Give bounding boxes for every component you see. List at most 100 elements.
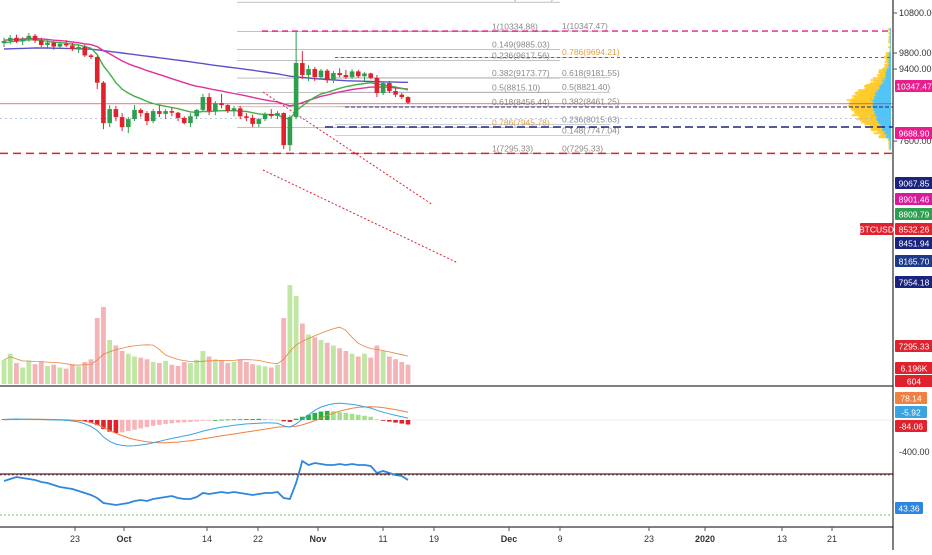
ema-slow-line: [4, 48, 408, 82]
volume-bar: [343, 351, 348, 384]
volume-profile-bar-sell: [888, 28, 889, 30]
time-axis-label: 13: [777, 534, 787, 544]
volume-bar: [120, 351, 125, 384]
candle-body: [368, 73, 373, 77]
candle-body: [269, 114, 274, 116]
candle-body: [294, 63, 299, 117]
macd-histogram-bar: [132, 420, 137, 430]
volume-profile-bar-buy: [890, 28, 891, 30]
candle-body: [356, 71, 361, 76]
volume-bar: [82, 362, 87, 384]
volume-profile-bar-sell: [888, 147, 889, 149]
price-badge-label: 8532.26: [899, 225, 930, 235]
time-axis-label: 2020: [695, 534, 715, 544]
price-axis-label: 9400.00: [899, 64, 932, 74]
volume-bar: [288, 285, 293, 384]
candle-body: [306, 69, 311, 75]
volume-bar: [188, 363, 193, 384]
wedge-upper-line: [263, 92, 433, 205]
price-badge-label: 7295.33: [899, 342, 930, 352]
candle-body: [406, 97, 411, 103]
price-badge-label: 8451.94: [899, 239, 930, 249]
candle-body: [176, 113, 181, 118]
macd-histogram-bar: [120, 420, 125, 432]
volume-bar: [145, 359, 150, 384]
candle-body: [263, 114, 268, 119]
fib-label-left: 1(7295.33): [492, 143, 533, 153]
price-badge-label: BTCUSD: [859, 225, 894, 235]
candle-body: [325, 71, 330, 81]
time-axis-label: 23: [70, 534, 80, 544]
candle-body: [120, 117, 125, 127]
macd-histogram-bar: [375, 419, 380, 420]
volume-profile-bar-sell: [890, 43, 891, 45]
candle-body: [188, 116, 193, 123]
fib-label-right: 1(10347.47): [562, 21, 608, 31]
candle-body: [45, 43, 50, 45]
time-axis-label: 21: [827, 534, 837, 544]
price-badge-label: 9067.85: [899, 179, 930, 189]
volume-profile-bar-sell: [886, 52, 889, 54]
volume-bar: [95, 318, 100, 384]
candle-body: [225, 105, 230, 111]
volume-bar: [194, 360, 199, 384]
price-badge-label: 7954.18: [899, 278, 930, 288]
candle-body: [381, 83, 386, 93]
macd-histogram-bar: [238, 419, 243, 420]
volume-bar: [281, 318, 286, 384]
candle-body: [194, 110, 199, 116]
volume-bar: [399, 362, 404, 384]
candle-body: [312, 69, 317, 77]
fib-label-right: 0.5(8821.40): [562, 82, 610, 92]
macd-histogram-bar: [126, 420, 131, 431]
fib-label-left: 0.149(9885.03): [492, 40, 550, 50]
time-axis-label: Dec: [501, 534, 518, 544]
macd-histogram-bar: [381, 420, 386, 421]
candle-body: [375, 78, 380, 93]
macd-histogram-bar: [138, 420, 143, 428]
candle-body: [145, 113, 150, 121]
time-axis-label: Nov: [309, 534, 326, 544]
macd-histogram-bar: [288, 420, 293, 422]
volume-profile-bar-sell: [889, 38, 890, 40]
candle-body: [107, 109, 112, 123]
fib-label-left: 0.5(8815.10): [492, 82, 540, 92]
volume-bar: [275, 365, 280, 384]
candle-body: [27, 36, 32, 39]
volume-bar: [14, 363, 19, 384]
candle-body: [64, 44, 69, 46]
price-axis-label: 11200.00: [899, 0, 932, 2]
candle-body: [344, 75, 349, 77]
volume-bar: [375, 346, 380, 385]
macd-histogram-bar: [250, 419, 255, 420]
price-axis-label: 9800.00: [899, 48, 932, 58]
time-axis-label: 22: [253, 534, 263, 544]
candle-body: [399, 95, 404, 97]
volume-bar: [26, 361, 31, 384]
volume-bar: [33, 364, 38, 384]
volume-bar: [107, 340, 112, 384]
macd-signal-line: [4, 407, 408, 443]
volume-bar: [381, 351, 386, 384]
price-badge-label: 9688.90: [899, 129, 930, 139]
candle-body: [70, 45, 75, 49]
candle-body: [39, 41, 44, 45]
macd-histogram-bar: [393, 420, 398, 423]
candle-body: [281, 113, 286, 145]
volume-profile-bar-sell: [888, 46, 890, 48]
volume-bar: [113, 346, 118, 385]
candle-body: [288, 117, 293, 145]
candle-body: [163, 111, 168, 114]
macd-histogram-bar: [350, 414, 355, 420]
candle-body: [300, 63, 305, 75]
macd-value-label: 78.14: [900, 394, 922, 404]
macd-histogram-bar: [344, 413, 349, 420]
candle-body: [20, 39, 25, 41]
price-badge-label: 8901.46: [899, 195, 930, 205]
volume-bar: [244, 362, 249, 384]
time-axis-label: 23: [644, 534, 654, 544]
volume-bar: [126, 354, 131, 384]
price-axis-label: 10800.00: [899, 8, 932, 18]
macd-histogram-bar: [269, 419, 274, 420]
